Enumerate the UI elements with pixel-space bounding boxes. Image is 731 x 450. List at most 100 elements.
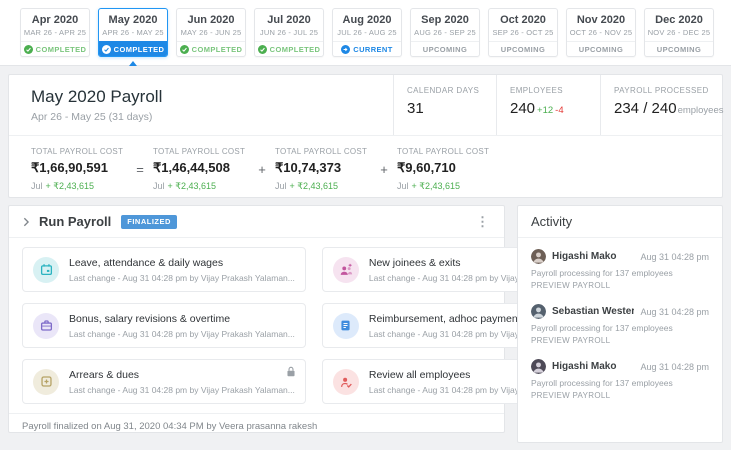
- check-circle-icon: [179, 44, 189, 54]
- tab-month-label: Jun 2020: [187, 14, 235, 26]
- card-title: Arrears & dues: [69, 368, 140, 381]
- activity-action-label: PREVIEW PAYROLL: [531, 336, 611, 345]
- cost-net-pay: TOTAL PAYROLL COST ₹1,46,44,508 Jul + ₹2,…: [153, 147, 249, 192]
- tab-status-label: CURRENT: [353, 44, 393, 54]
- run-payroll-header[interactable]: Run Payroll FINALIZED ⋮: [9, 206, 504, 238]
- stat-label: PAYROLL PROCESSED: [614, 86, 709, 95]
- tab-date-range: APR 26 - MAY 25: [102, 28, 164, 37]
- payroll-summary-panel: May 2020 Payroll Apr 26 - May 25 (31 day…: [8, 74, 724, 198]
- cost-value: ₹10,74,373: [275, 160, 342, 175]
- cost-value: ₹1,66,90,591: [31, 160, 108, 175]
- run-payroll-title: Run Payroll: [39, 214, 112, 229]
- month-tab-jul-2020[interactable]: Jul 2020 JUN 26 - JUL 25 COMPLETED: [254, 8, 324, 57]
- tab-status-badge: COMPLETED: [21, 41, 89, 56]
- tab-month-label: May 2020: [108, 14, 158, 26]
- tab-month-label: Aug 2020: [342, 14, 392, 26]
- tab-status-badge: COMPLETED: [255, 41, 323, 56]
- avatar: [531, 304, 546, 319]
- selected-tab-caret: [129, 61, 137, 66]
- card-arrears-dues[interactable]: Arrears & dues Last change - Aug 31 04:2…: [22, 359, 306, 404]
- tab-status-badge: COMPLETED: [99, 41, 167, 56]
- run-payroll-cards: Leave, attendance & daily wages Last cha…: [9, 238, 606, 413]
- cost-label: TOTAL PAYROLL COST: [31, 147, 124, 156]
- tab-date-range: MAR 26 - APR 25: [23, 28, 87, 37]
- activity-description: Payroll processing for 137 employees: [531, 378, 673, 388]
- tab-month-label: Sep 2020: [421, 14, 469, 26]
- tab-status-label: UPCOMING: [422, 44, 468, 54]
- card-leave-attendance[interactable]: Leave, attendance & daily wages Last cha…: [22, 247, 306, 292]
- plus-operator: +: [258, 162, 266, 177]
- tab-status-label: COMPLETED: [113, 44, 165, 54]
- cost-delta: Jul + ₹2,43,615: [153, 181, 217, 191]
- payroll-finalized-note: Payroll finalized on Aug 31, 2020 04:34 …: [9, 413, 504, 439]
- stat-label: EMPLOYEES: [510, 86, 563, 95]
- cost-delta: Jul + ₹2,43,615: [275, 181, 339, 191]
- grid-plus-icon: [33, 368, 59, 395]
- people-icon: [332, 256, 359, 283]
- briefcase-icon: [33, 312, 59, 339]
- cost-deductions: TOTAL PAYROLL COST ₹10,74,373 Jul + ₹2,43…: [275, 147, 371, 192]
- avatar: [531, 249, 546, 264]
- cost-total: TOTAL PAYROLL COST ₹1,66,90,591 Jul + ₹2,…: [31, 147, 127, 192]
- tab-month-label: Oct 2020: [500, 14, 546, 26]
- tab-status-badge: CURRENT: [333, 41, 401, 56]
- cost-delta: Jul + ₹2,43,615: [31, 181, 95, 191]
- person-check-icon: [332, 368, 359, 395]
- cost-value: ₹1,46,44,508: [153, 160, 230, 175]
- month-tab-dec-2020[interactable]: Dec 2020 NOV 26 - DEC 25 UPCOMING: [644, 8, 714, 57]
- activity-entry: Higashi Mako Aug 31 04:28 pm Payroll pro…: [531, 359, 709, 400]
- tab-date-range: OCT 26 - NOV 25: [569, 28, 633, 37]
- activity-feed: Higashi Mako Aug 31 04:28 pm Payroll pro…: [518, 238, 722, 425]
- card-last-change: Last change - Aug 31 04:28 pm by Vijay P…: [69, 328, 295, 339]
- card-bonus-salary-overtime[interactable]: Bonus, salary revisions & overtime Last …: [22, 303, 306, 348]
- stat-payroll-processed: PAYROLL PROCESSED 234 / 240employees: [600, 75, 724, 135]
- cost-delta: Jul + ₹2,43,615: [397, 181, 461, 191]
- tab-date-range: NOV 26 - DEC 25: [647, 28, 711, 37]
- finalized-badge: FINALIZED: [121, 214, 177, 229]
- tab-status-label: COMPLETED: [35, 44, 87, 54]
- cost-label: TOTAL PAYROLL COST: [153, 147, 246, 156]
- activity-user-name: Higashi Mako: [552, 251, 617, 262]
- month-tab-oct-2020[interactable]: Oct 2020 SEP 26 - OCT 25 UPCOMING: [488, 8, 558, 57]
- tab-status-label: UPCOMING: [500, 44, 546, 54]
- check-circle-icon: [257, 44, 267, 54]
- payroll-cost-breakdown: TOTAL PAYROLL COST ₹1,66,90,591 Jul + ₹2,…: [9, 136, 722, 192]
- activity-action-label: PREVIEW PAYROLL: [531, 281, 611, 290]
- activity-panel: Activity Higashi Mako Aug 31 04:28 pm Pa…: [517, 205, 723, 443]
- activity-user-name: Sebastian Westergren: [552, 306, 635, 317]
- month-tab-aug-2020[interactable]: Aug 2020 JUL 26 - AUG 25 CURRENT: [332, 8, 402, 57]
- equals-operator: =: [136, 162, 144, 177]
- cost-value: ₹9,60,710: [397, 160, 456, 175]
- stat-value: 240 +12 -4: [510, 100, 564, 117]
- month-tab-apr-2020[interactable]: Apr 2020 MAR 26 - APR 25 COMPLETED: [20, 8, 90, 57]
- stat-calendar-days: CALENDAR DAYS 31: [393, 75, 496, 135]
- employees-added: +12: [537, 105, 554, 116]
- cost-label: TOTAL PAYROLL COST: [275, 147, 368, 156]
- stat-value: 31: [407, 100, 424, 117]
- page-subtitle: Apr 26 - May 25 (31 days): [31, 111, 153, 123]
- month-tab-sep-2020[interactable]: Sep 2020 AUG 26 - SEP 25 UPCOMING: [410, 8, 480, 57]
- month-tab-jun-2020[interactable]: Jun 2020 MAY 26 - JUN 25 COMPLETED: [176, 8, 246, 57]
- tab-date-range: MAY 26 - JUN 25: [180, 28, 242, 37]
- tab-status-label: UPCOMING: [578, 44, 624, 54]
- activity-entry: Higashi Mako Aug 31 04:28 pm Payroll pro…: [531, 249, 709, 290]
- more-options-icon[interactable]: ⋮: [476, 213, 489, 229]
- tab-status-badge: UPCOMING: [411, 41, 479, 56]
- cost-label: TOTAL PAYROLL COST: [397, 147, 490, 156]
- tab-status-label: COMPLETED: [191, 44, 243, 54]
- activity-timestamp: Aug 31 04:28 pm: [640, 306, 709, 317]
- activity-user-name: Higashi Mako: [552, 361, 617, 372]
- page-title: May 2020 Payroll: [31, 87, 163, 106]
- lock-icon: [286, 366, 296, 377]
- activity-title: Activity: [518, 206, 722, 238]
- employees-removed: -4: [555, 105, 564, 116]
- tab-status-label: COMPLETED: [269, 44, 321, 54]
- activity-timestamp: Aug 31 04:28 pm: [640, 251, 709, 262]
- calendar-icon: [33, 256, 59, 283]
- month-tab-may-2020-selected[interactable]: May 2020 APR 26 - MAY 25 COMPLETED: [98, 8, 168, 66]
- run-payroll-panel: Run Payroll FINALIZED ⋮ Leave, attendanc…: [8, 205, 606, 433]
- tab-month-label: Dec 2020: [655, 14, 703, 26]
- card-last-change: Last change - Aug 31 04:28 pm by Vijay P…: [69, 384, 295, 395]
- month-tab-nov-2020[interactable]: Nov 2020 OCT 26 - NOV 25 UPCOMING: [566, 8, 636, 57]
